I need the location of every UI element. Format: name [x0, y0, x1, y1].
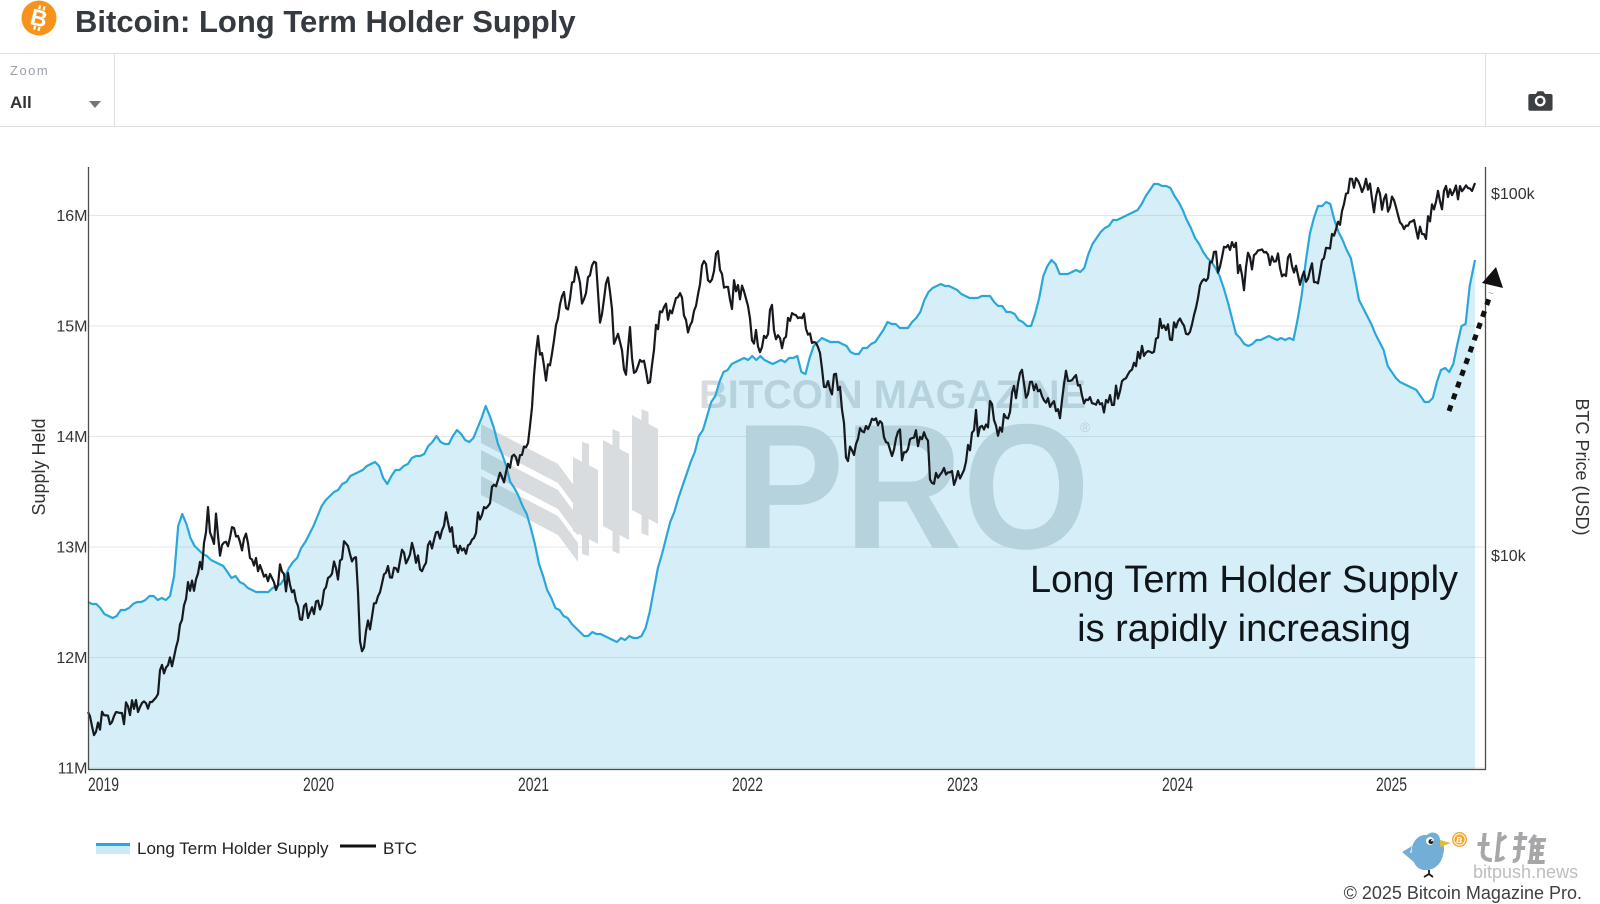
svg-text:$100k: $100k	[1491, 186, 1536, 203]
svg-text:is rapidly increasing: is rapidly increasing	[1077, 608, 1411, 650]
svg-text:Long Term Holder Supply: Long Term Holder Supply	[137, 839, 329, 858]
svg-text:PRO: PRO	[735, 387, 1090, 586]
svg-text:BTC Price (USD): BTC Price (USD)	[1572, 398, 1592, 535]
svg-text:BITCOIN MAGAZINE: BITCOIN MAGAZINE	[699, 373, 1086, 417]
svg-text:2022: 2022	[732, 775, 763, 796]
svg-text:2025: 2025	[1376, 775, 1407, 796]
svg-text:2024: 2024	[1162, 775, 1193, 796]
svg-text:Supply Held: Supply Held	[29, 418, 49, 515]
svg-text:B: B	[28, 3, 50, 32]
svg-text:14M: 14M	[56, 429, 87, 446]
svg-text:2023: 2023	[947, 775, 978, 796]
svg-text:2019: 2019	[88, 775, 119, 796]
svg-text:2021: 2021	[518, 775, 549, 796]
svg-text:15M: 15M	[56, 319, 87, 336]
svg-text:Long Term Holder Supply: Long Term Holder Supply	[1030, 559, 1458, 601]
svg-text:BTC: BTC	[383, 839, 417, 858]
svg-text:2020: 2020	[303, 775, 334, 796]
svg-text:$10k: $10k	[1491, 548, 1527, 565]
svg-text:13M: 13M	[56, 540, 87, 557]
svg-text:11M: 11M	[58, 761, 88, 778]
svg-text:12M: 12M	[56, 650, 87, 667]
svg-text:®: ®	[1080, 419, 1091, 435]
svg-text:B: B	[1455, 834, 1463, 845]
svg-text:16M: 16M	[56, 208, 87, 225]
